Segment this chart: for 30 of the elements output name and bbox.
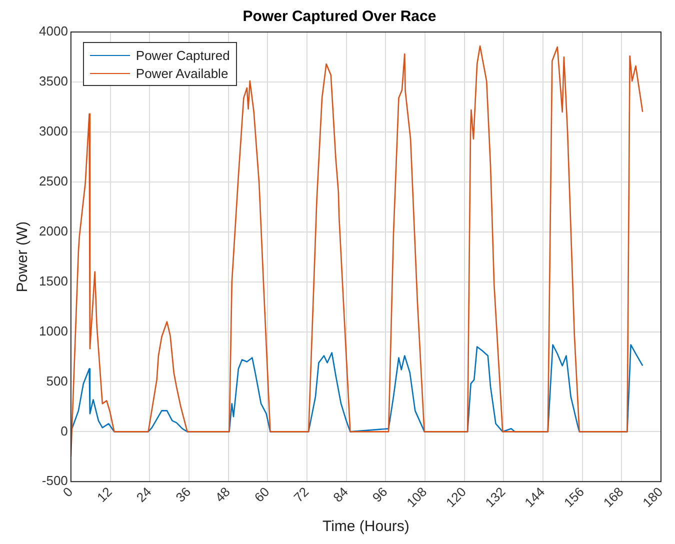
x-tick-label: 156 bbox=[560, 484, 587, 510]
y-tick-label: 0 bbox=[60, 423, 68, 438]
y-tick-label: 500 bbox=[46, 373, 68, 388]
x-tick-label: 60 bbox=[251, 484, 272, 506]
x-tick-label: 180 bbox=[640, 484, 666, 510]
y-tick-label: 1500 bbox=[39, 273, 68, 288]
y-axis-title: Power (W) bbox=[14, 221, 32, 292]
legend-label: Power Available bbox=[136, 66, 228, 80]
y-tick-label: 3000 bbox=[39, 123, 68, 138]
x-tick-label: 24 bbox=[133, 484, 154, 506]
x-tick-label: 48 bbox=[212, 484, 233, 506]
chart-title: Power Captured Over Race bbox=[242, 8, 436, 26]
y-tick-label: 1000 bbox=[39, 323, 68, 338]
x-axis-title: Time (Hours) bbox=[322, 518, 410, 536]
y-tick-label: 2500 bbox=[39, 173, 68, 188]
y-tick-label: 2000 bbox=[39, 223, 68, 238]
x-tick-label: 144 bbox=[522, 484, 548, 510]
x-tick-label: 108 bbox=[404, 484, 430, 510]
x-tick-label: 168 bbox=[600, 484, 626, 510]
y-tick-label: 3500 bbox=[39, 74, 68, 89]
x-tick-label: 72 bbox=[290, 484, 312, 506]
x-tick-label: 96 bbox=[369, 484, 390, 506]
legend-label: Power Captured bbox=[136, 48, 230, 62]
x-tick-label: 120 bbox=[442, 484, 469, 510]
y-tick-label: 4000 bbox=[39, 24, 68, 39]
x-tick-label: 12 bbox=[94, 484, 115, 506]
y-tick-label: -500 bbox=[42, 473, 68, 488]
x-tick-label: 36 bbox=[172, 484, 194, 506]
x-tick-label: 84 bbox=[330, 484, 351, 506]
x-tick-label: 132 bbox=[482, 484, 508, 510]
